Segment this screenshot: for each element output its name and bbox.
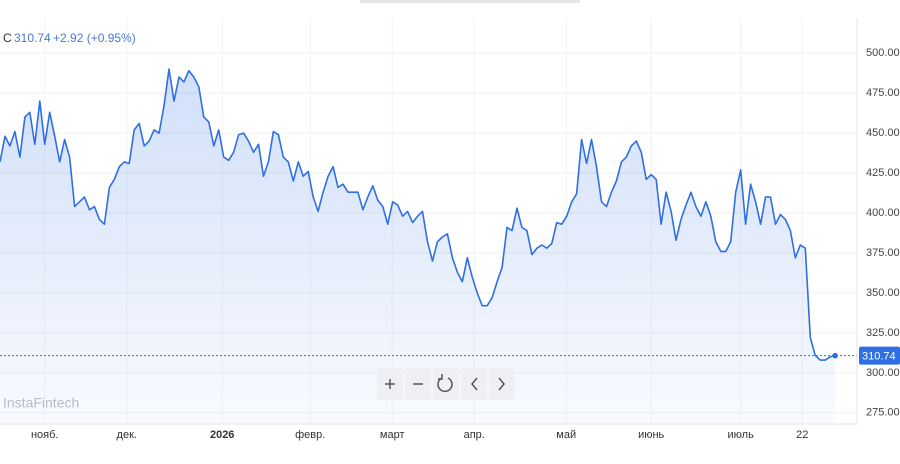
zoom-out-button[interactable] xyxy=(405,368,431,400)
y-tick-label: 350.00 xyxy=(866,287,900,299)
x-tick-label: июль xyxy=(728,429,755,441)
x-tick-label: дек. xyxy=(117,429,137,441)
zoom-in-button[interactable] xyxy=(377,368,403,400)
scroll-right-button[interactable] xyxy=(489,368,515,400)
top-handle xyxy=(360,0,580,3)
watermark: InstaFintech xyxy=(3,395,79,411)
x-tick-label: июнь xyxy=(638,429,664,441)
reset-button[interactable] xyxy=(433,368,459,400)
y-tick-label: 275.00 xyxy=(866,407,900,419)
plot xyxy=(0,68,857,424)
y-tick-label: 425.00 xyxy=(866,167,900,179)
change: +2.92 (+0.95%) xyxy=(53,31,136,45)
x-tick-label: май xyxy=(556,429,576,441)
x-tick-label: март xyxy=(380,429,405,441)
x-tick-label: 22 xyxy=(796,429,808,441)
x-tick-label: 2026 xyxy=(210,429,234,441)
y-tick-label: 400.00 xyxy=(866,207,900,219)
price-line xyxy=(0,68,836,361)
y-tick-label: 475.00 xyxy=(866,87,900,99)
y-tick-label: 450.00 xyxy=(866,127,900,139)
symbol: C xyxy=(3,31,12,45)
axes: 275.00 300.00 325.00 350.00 375.00 400.00 425.… xyxy=(31,47,900,441)
y-tick-label: 375.00 xyxy=(866,247,900,259)
toolbar xyxy=(377,368,515,400)
scroll-left-button[interactable] xyxy=(461,368,487,400)
x-tick-label: февр. xyxy=(295,429,325,441)
x-tick-label: нояб. xyxy=(31,429,59,441)
y-tick-label: 300.00 xyxy=(866,367,900,379)
last-price-dot xyxy=(832,352,838,359)
last-price-box xyxy=(859,346,900,365)
last-price-label: 310.74 xyxy=(862,351,896,363)
price: 310.74 xyxy=(14,31,51,45)
y-tick-label: 500.00 xyxy=(866,47,900,59)
x-tick-label: апр. xyxy=(464,429,485,441)
y-tick-label: 325.00 xyxy=(866,327,900,339)
